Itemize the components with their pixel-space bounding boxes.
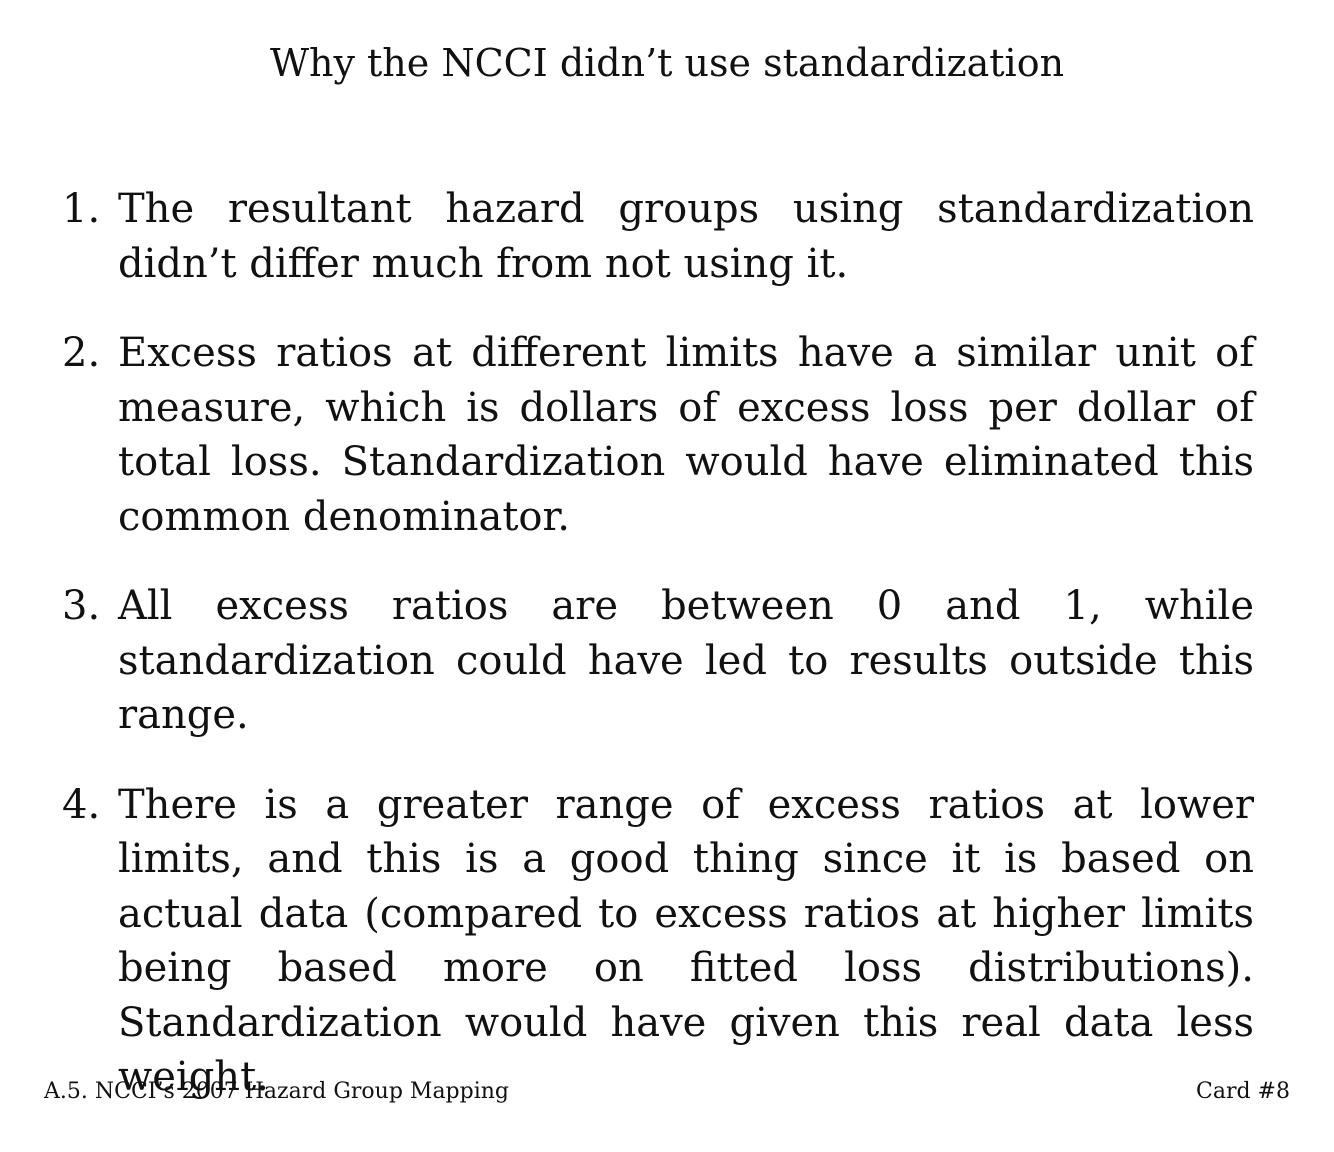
reason-number: 4. — [62, 781, 101, 828]
reason-item: 2. Excess ratios at different limits hav… — [62, 326, 1254, 544]
reason-text: Excess ratios at different limits have a… — [118, 330, 1254, 540]
reasons-list: 1. The resultant hazard groups using sta… — [62, 182, 1254, 1140]
reason-item: 3. All excess ratios are between 0 and 1… — [62, 579, 1254, 743]
footer-card-number: Card #8 — [1196, 1079, 1290, 1104]
reason-item: 4. There is a greater range of excess ra… — [62, 778, 1254, 1105]
reason-text: The resultant hazard groups using standa… — [118, 186, 1254, 287]
reason-item: 1. The resultant hazard groups using sta… — [62, 182, 1254, 291]
reason-number: 3. — [62, 583, 101, 629]
reason-text: All excess ratios are between 0 and 1, w… — [118, 583, 1254, 738]
reason-text: There is a greater range of excess ratio… — [118, 781, 1254, 1101]
card-title: Why the NCCI didn’t use standardization — [269, 41, 1065, 85]
footer-section-label: A.5. NCCI’s 2007 Hazard Group Mapping — [44, 1079, 510, 1104]
reason-number: 1. — [62, 186, 101, 232]
reason-number: 2. — [62, 330, 101, 376]
